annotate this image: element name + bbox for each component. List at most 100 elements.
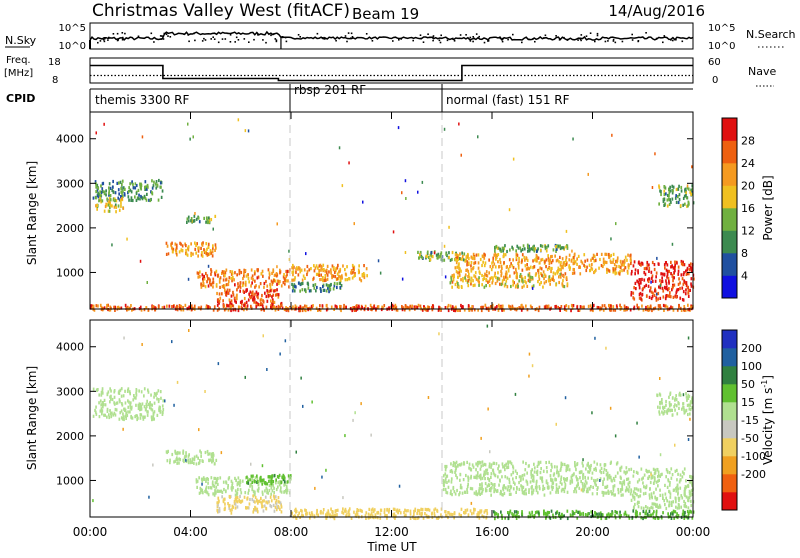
velocity-cell [525,488,527,492]
velocity-cell [585,490,588,494]
velocity-cell [459,472,462,476]
power-cell-scatter [401,277,404,281]
velocity-cell-scatter [284,339,287,343]
power-cell [140,183,143,187]
power-cell [490,268,493,272]
velocity-cell [249,478,251,482]
velocity-cell [113,401,115,405]
velocity-cell [467,475,469,479]
power-cell [210,283,212,287]
velocity-cell [630,489,633,493]
velocity-cell [681,512,684,516]
velocity-cell [153,392,156,396]
nsearch-point [257,34,259,36]
velocity-cell [663,405,666,409]
power-cell [560,305,563,309]
velocity-colorbar-tick-label: 50 [741,378,755,391]
velocity-cell [625,488,628,492]
nsearch-point [347,32,350,34]
velocity-cell [135,414,138,418]
velocity-cell [552,473,555,477]
velocity-cell [230,511,233,515]
power-cell [556,270,558,274]
power-cell [147,185,149,189]
power-cell [547,244,550,248]
velocity-cell [513,513,515,517]
velocity-cell [675,497,677,501]
velocity-cell [664,492,667,496]
velocity-cell [476,476,478,480]
power-cell-scatter [610,237,612,241]
nsearch-point [137,35,140,38]
power-cell [521,303,523,307]
velocity-cell [604,485,606,489]
velocity-cell [591,492,594,496]
power-cell [154,182,157,186]
power-cell [192,306,195,310]
x-axis-label: Time UT [366,540,417,554]
power-cell [559,244,561,248]
power-cell [666,204,669,208]
velocity-cell [583,487,585,492]
power-cell [111,204,113,208]
power-cell [526,284,529,288]
power-cell [455,269,458,273]
power-cell [255,290,258,294]
power-cell [588,263,591,267]
nsearch-point [243,38,246,40]
velocity-cell [486,468,489,472]
power-cell [138,193,140,197]
power-cell [682,196,685,200]
velocity-cell [481,491,483,495]
velocity-cell [666,485,669,489]
power-cell [239,289,241,293]
velocity-cell-scatter [605,346,607,350]
power-cell [488,258,490,262]
power-cell [664,186,667,190]
velocity-cell [237,476,240,480]
power-cell [342,264,344,268]
nsearch-point [670,39,672,41]
velocity-cell [555,483,558,487]
power-cell [670,200,672,204]
power-cell [277,304,280,308]
power-cell [496,276,499,280]
velocity-cell [203,477,205,481]
velocity-cell-scatter [244,375,246,379]
power-cell [605,252,608,256]
power-cell [673,270,675,275]
power-cell [396,308,399,312]
velocity-cell [129,403,131,407]
velocity-cell [445,464,448,469]
power-cell [257,275,260,279]
velocity-cell [407,509,409,513]
velocity-cell [217,489,219,493]
power-cell [419,304,422,308]
power-cell [521,259,523,263]
power-cell [263,285,265,289]
nsearch-point [201,40,204,42]
power-cell [504,253,507,257]
power-cell-scatter [433,251,436,255]
velocity-cell [691,478,694,482]
velocity-cell [442,487,445,492]
power-cell [109,202,111,206]
velocity-cell-scatter [636,421,638,425]
velocity-cell [594,514,596,518]
velocity-cell [640,516,643,520]
velocity-cell [639,488,642,492]
velocity-cell [184,454,186,458]
velocity-cell [258,499,261,503]
velocity-cell [628,481,631,485]
power-cell [417,250,419,254]
power-cell [621,263,624,267]
nsearch-point [335,39,337,42]
velocity-cell [688,492,691,496]
velocity-cell [283,483,285,487]
power-cell [208,216,210,220]
velocity-cell [266,488,268,492]
power-cell [155,306,157,310]
power-cell [477,261,480,265]
velocity-cell [684,490,686,494]
velocity-cell [686,396,689,400]
